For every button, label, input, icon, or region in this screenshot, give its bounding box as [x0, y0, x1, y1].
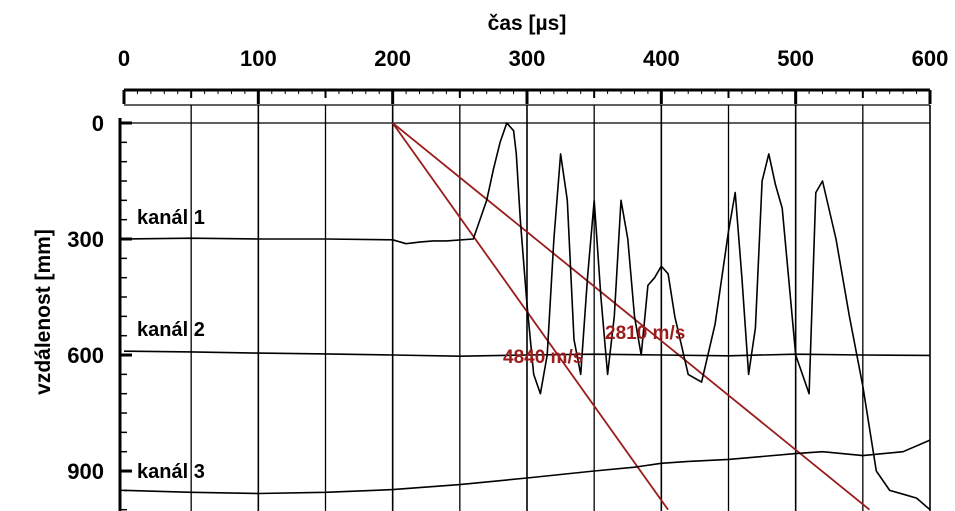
- x-tick-label: 300: [509, 46, 546, 71]
- x-tick-label: 0: [118, 46, 130, 71]
- y-tick-label: 900: [67, 459, 104, 484]
- axes: [118, 88, 932, 511]
- x-tick-label: 200: [374, 46, 411, 71]
- x-tick-label: 500: [777, 46, 814, 71]
- velocity-label-4840: 4840 m/s: [503, 347, 583, 368]
- trace-kanal-2: [123, 350, 931, 358]
- y-tick-label: 0: [92, 111, 104, 136]
- x-tick-label: 400: [643, 46, 680, 71]
- series-label-kanal-1: kanál 1: [137, 207, 205, 229]
- velocity-label-2810: 2810 m/s: [605, 323, 685, 344]
- labels: 0 100 200 300 400 500 600 0 300 600 900: [67, 46, 948, 484]
- velocity-lines: [391, 122, 871, 511]
- x-tick-label: 100: [240, 46, 277, 71]
- x-tick-label: 600: [912, 46, 949, 71]
- series-label-kanal-3: kanál 3: [137, 461, 205, 483]
- traces: [123, 122, 931, 511]
- y-tick-label: 300: [67, 227, 104, 252]
- y-tick-label: 600: [67, 343, 104, 368]
- velocity-line-1: [391, 122, 669, 511]
- velocity-line-0: [392, 122, 871, 511]
- x-axis-title: čas [µs]: [488, 12, 567, 35]
- trace-kanal-3: [123, 439, 931, 495]
- trace-kanal-1: [123, 122, 931, 511]
- series-label-kanal-2: kanál 2: [137, 319, 205, 341]
- y-axis-title: vzdálenost [mm]: [32, 229, 55, 395]
